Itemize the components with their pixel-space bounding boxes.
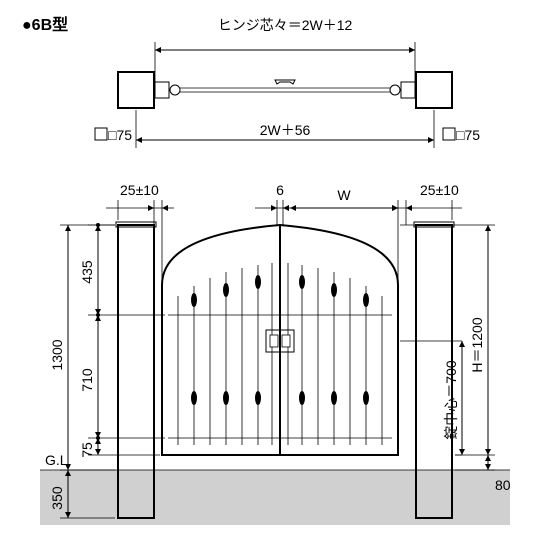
lock-center-label: 錠中心＝700 <box>443 360 459 440</box>
ground-offset-label: 80 <box>495 477 511 493</box>
post-height-label: 1300 <box>49 339 65 370</box>
post-left-top <box>118 72 154 108</box>
post-size-right: □75 <box>456 127 480 143</box>
gap-left-label: 25±10 <box>120 182 159 198</box>
width-label: W <box>337 187 351 203</box>
ground-fill <box>40 470 510 525</box>
overall-width-label: 2W＋56 <box>260 122 311 138</box>
top-view: ヒンジ芯々＝2W＋12 2W＋56 □75 □75 <box>95 17 480 148</box>
embedment-label: 350 <box>49 486 65 510</box>
model-title: ●6B型 <box>22 16 68 34</box>
front-view: G.L <box>40 182 511 525</box>
mid-section-label: 710 <box>79 368 95 392</box>
post-right-top <box>416 72 452 108</box>
hinge-center-label: ヒンジ芯々＝2W＋12 <box>218 17 353 33</box>
gap-right-label: 25±10 <box>420 182 459 198</box>
ground-line-label: G.L <box>45 452 68 468</box>
bottom-section-label: 75 <box>79 442 95 458</box>
gap-center-label: 6 <box>276 182 284 198</box>
height-label: H＝1200 <box>469 317 485 372</box>
post-size-left: □75 <box>108 127 132 143</box>
top-section-label: 435 <box>79 260 95 284</box>
